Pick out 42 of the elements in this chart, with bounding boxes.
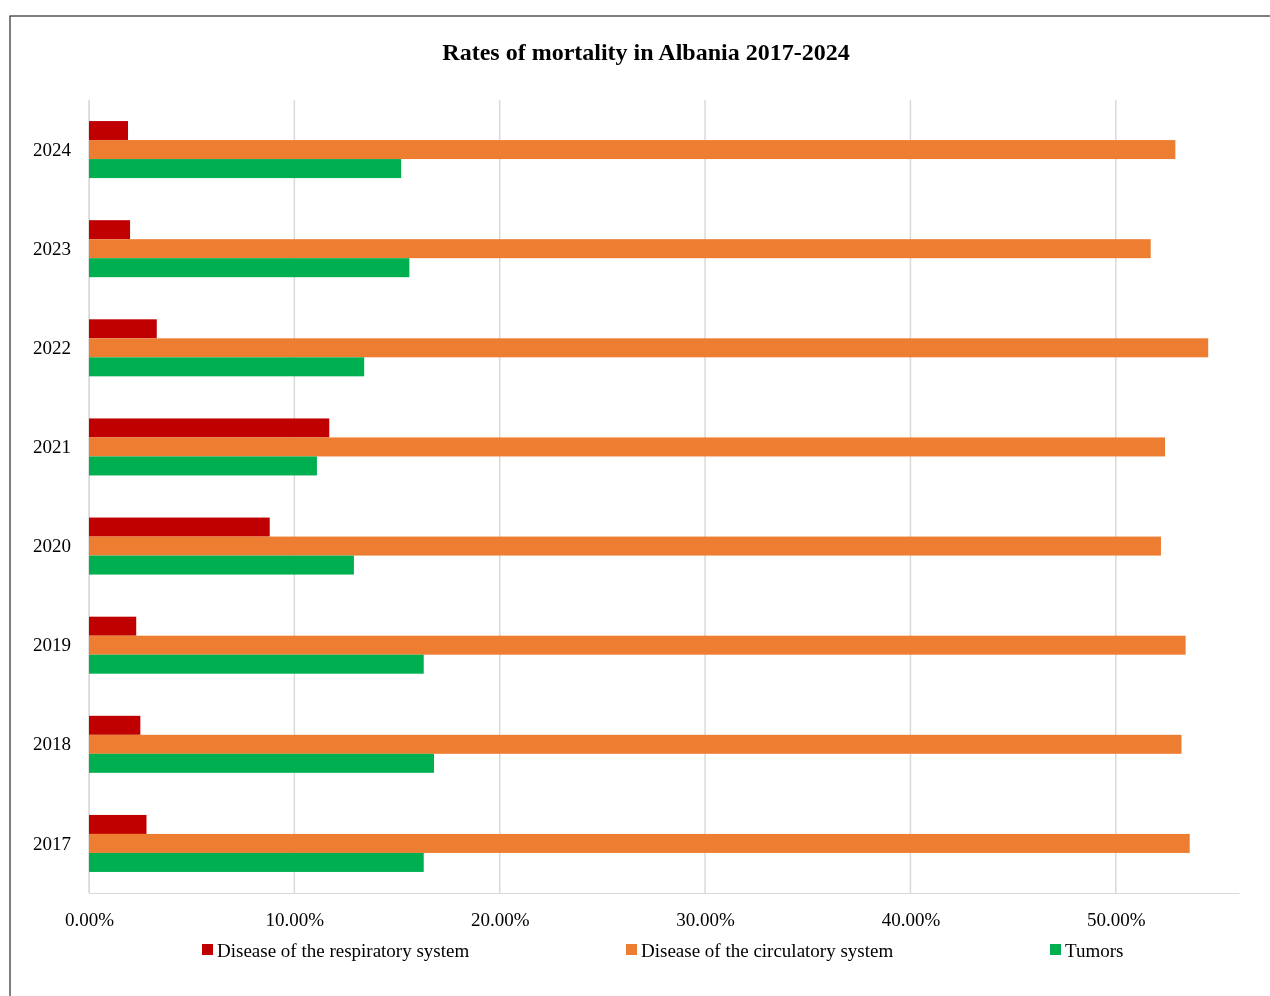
bar [89,852,424,872]
x-tick-label: 20.00% [470,909,530,931]
legend-label: Disease of the respiratory system [217,939,470,961]
bar [89,734,1182,754]
x-tick-label: 40.00% [881,909,941,931]
bar [89,517,270,537]
x-tick-label: 10.00% [265,909,325,931]
bar [89,456,317,476]
bar [89,654,424,674]
bar [89,753,434,773]
y-tick-label: 2021 [33,436,71,458]
bar [89,140,1176,160]
bar [89,814,147,834]
bar [89,437,1166,457]
bar [89,121,129,141]
bar [89,833,1190,853]
chart-title: Rates of mortality in Albania 2017-2024 [442,39,850,65]
bar [89,239,1151,259]
bar [89,616,137,636]
bar [89,220,131,240]
y-tick-label: 2020 [33,535,71,557]
y-tick-label: 2023 [33,237,71,259]
bar [89,159,402,179]
bar [89,418,330,438]
y-tick-label: 2024 [33,138,72,160]
bar [89,715,141,735]
bar [89,536,1161,556]
x-tick-label: 0.00% [64,909,115,931]
legend-label: Disease of the circulatory system [641,939,894,961]
bar [89,319,157,339]
legend-label: Tumors [1065,939,1124,961]
y-tick-label: 2017 [33,832,71,854]
bar [89,357,365,377]
y-tick-label: 2018 [33,733,71,755]
bar [89,338,1209,358]
x-tick-label: 30.00% [676,909,736,931]
y-tick-label: 2022 [33,336,71,358]
bar [89,635,1186,655]
y-tick-label: 2019 [33,634,71,656]
bar [89,258,410,278]
bar [89,555,354,575]
x-tick-label: 50.00% [1087,909,1146,931]
